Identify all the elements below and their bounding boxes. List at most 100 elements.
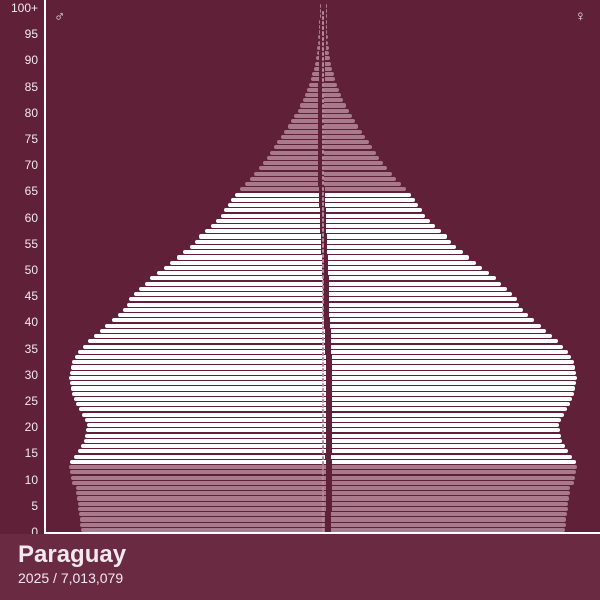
center-dot <box>322 21 324 25</box>
female-bar <box>327 234 447 238</box>
female-bar <box>326 229 440 233</box>
male-bar <box>88 339 324 343</box>
female-bar <box>324 93 341 97</box>
male-bar <box>183 250 321 254</box>
male-bar <box>211 224 321 228</box>
population-label: 7,013,079 <box>61 570 123 586</box>
female-bar <box>327 250 462 254</box>
center-dot <box>322 187 324 191</box>
center-dot <box>322 300 324 304</box>
male-bar <box>318 35 319 39</box>
male-bar <box>81 528 325 532</box>
female-bar <box>332 371 576 375</box>
male-bar <box>300 103 318 107</box>
male-bar <box>205 229 320 233</box>
center-dot <box>322 492 324 496</box>
female-bar <box>326 41 328 45</box>
center-dot <box>322 73 324 77</box>
female-bar <box>332 496 569 500</box>
male-bar <box>317 46 319 50</box>
center-dot <box>322 404 324 408</box>
center-dot <box>322 176 324 180</box>
male-bar <box>80 517 326 521</box>
center-dot <box>322 130 324 134</box>
center-dot <box>322 233 324 237</box>
female-bar <box>326 214 425 218</box>
female-bar <box>332 470 576 474</box>
center-dot <box>322 42 324 46</box>
female-bar <box>325 72 334 76</box>
female-bar <box>324 182 400 186</box>
male-bar <box>228 203 320 207</box>
y-tick: 10 <box>25 474 38 486</box>
male-bar <box>139 287 323 291</box>
female-bar <box>325 198 415 202</box>
y-tick: 85 <box>25 81 38 93</box>
female-bar <box>331 528 566 532</box>
male-bar <box>94 334 325 338</box>
male-bar <box>315 62 320 66</box>
male-bar <box>69 376 325 380</box>
male-bar <box>245 182 318 186</box>
y-tick: 95 <box>25 28 38 40</box>
female-bar <box>332 402 570 406</box>
female-bar <box>324 130 362 134</box>
center-dot <box>322 466 324 470</box>
male-bar <box>78 350 325 354</box>
center-dot <box>322 331 324 335</box>
female-bar <box>328 271 489 275</box>
female-bar <box>331 339 558 343</box>
center-dot <box>322 476 324 480</box>
male-bar <box>259 166 319 170</box>
center-dot <box>322 507 324 511</box>
center-dot <box>322 424 324 428</box>
male-bar <box>127 303 323 307</box>
female-bar <box>330 318 534 322</box>
male-bar <box>150 276 322 280</box>
center-dot <box>322 114 324 118</box>
male-bar <box>263 161 319 165</box>
female-bar <box>332 397 572 401</box>
center-dot <box>322 295 324 299</box>
center-dot <box>322 471 324 475</box>
female-bar <box>326 219 430 223</box>
male-bar <box>69 465 325 469</box>
female-bar <box>325 62 331 66</box>
center-dot <box>322 393 324 397</box>
female-bar <box>332 386 575 390</box>
male-bar <box>318 41 320 45</box>
male-bar <box>319 25 320 29</box>
female-bar <box>326 25 327 29</box>
center-dot <box>322 228 324 232</box>
male-bar <box>309 83 319 87</box>
center-dot <box>322 352 324 356</box>
male-bar <box>281 135 318 139</box>
female-bar <box>325 51 329 55</box>
female-bar <box>332 418 561 422</box>
male-bar <box>177 255 322 259</box>
male-bar <box>87 423 326 427</box>
center-dot <box>322 99 324 103</box>
center-dot <box>322 378 324 382</box>
center-dot <box>322 52 324 56</box>
female-bar <box>332 449 568 453</box>
center-dot <box>322 16 324 20</box>
male-bar <box>190 245 322 249</box>
female-bar <box>324 124 358 128</box>
male-bar <box>129 297 323 301</box>
center-dot <box>322 321 324 325</box>
male-bar <box>84 439 326 443</box>
male-bar <box>78 502 326 506</box>
center-dot <box>322 218 324 222</box>
y-tick: 55 <box>25 238 38 250</box>
female-bar <box>325 56 330 60</box>
year-label: 2025 <box>18 570 49 586</box>
female-bar <box>325 193 411 197</box>
center-dot <box>322 528 324 532</box>
center-dot <box>322 316 324 320</box>
male-bar <box>76 491 325 495</box>
center-dot <box>322 368 324 372</box>
male-bar <box>254 172 318 176</box>
male-bar <box>78 507 325 511</box>
male-bar <box>157 271 323 275</box>
